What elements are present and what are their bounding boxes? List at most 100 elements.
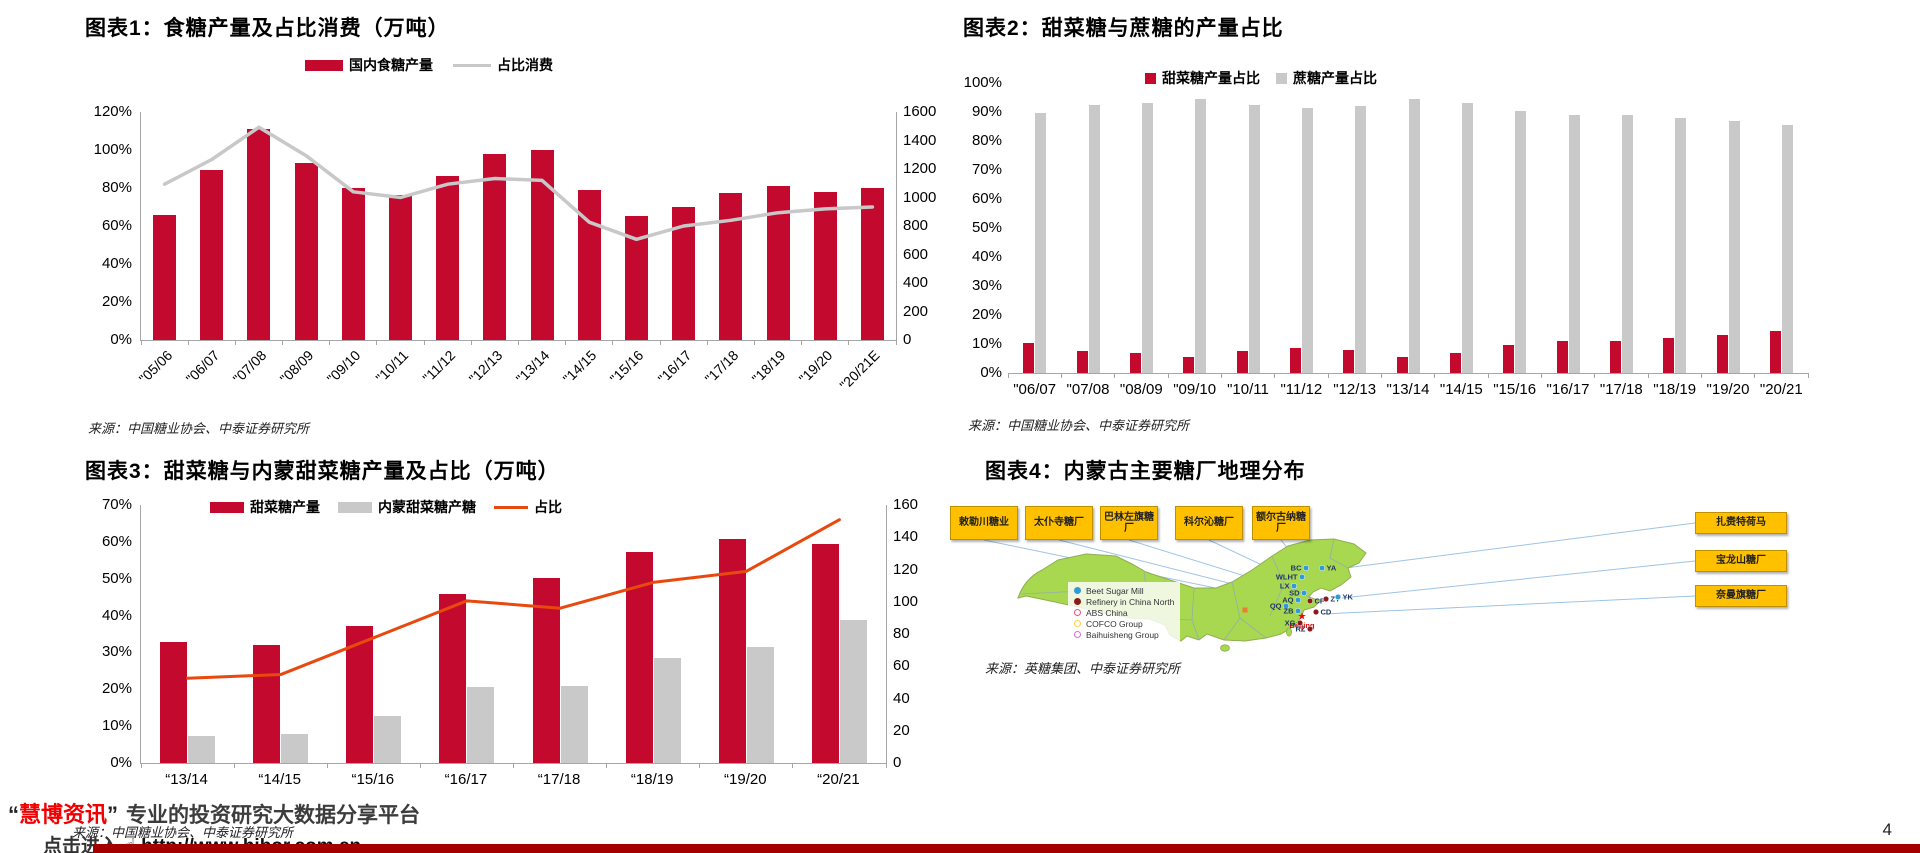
map-legend: Beet Sugar Mill Refinery in China North AB… (1068, 582, 1181, 643)
bar (1076, 351, 1088, 373)
bar (1088, 104, 1100, 373)
bar (483, 154, 507, 340)
left-axis-labels: 100% 90% 80% 70% 60% 50% 40% 30% 20% 10% 0% (960, 75, 1002, 381)
tickmark (612, 340, 614, 345)
bar (1343, 349, 1355, 373)
xlab: "17/18 (701, 347, 742, 387)
figure-3-legend: 甜菜糖产量 内蒙甜菜糖产糖 占比 (210, 497, 562, 517)
map-marker (1306, 625, 1314, 633)
ylab: 20% (101, 680, 132, 698)
map-marker (1294, 596, 1302, 604)
tickmark (187, 340, 189, 345)
bar (1781, 125, 1793, 373)
map-marker (1334, 593, 1342, 601)
xlab: "13/14 (1386, 381, 1430, 398)
map-marker (1318, 564, 1326, 572)
map-legend-item: Baihuisheng Group (1074, 629, 1174, 640)
map-marker (1296, 619, 1304, 627)
xlab: "13/14 (512, 347, 553, 387)
yrlab: 40 (893, 689, 910, 707)
factory-box: 敕勒川糖业 (950, 506, 1018, 540)
bar-swatch (1145, 72, 1156, 84)
map-marker-label: SD (1289, 589, 1300, 598)
xlab: "10/11 (371, 347, 411, 386)
open-dot-icon (1074, 631, 1081, 638)
bar (1183, 357, 1195, 373)
tickmark (1220, 373, 1222, 378)
map-marker-label: ZY (1331, 595, 1341, 604)
xlab: “15/16 (351, 771, 395, 788)
yrlab: 160 (893, 496, 919, 513)
yrlab: 200 (903, 302, 929, 320)
ylab: 80% (101, 179, 132, 196)
legend-label: 蔗糖产量占比 (1293, 70, 1377, 86)
xlab: “16/17 (444, 771, 488, 788)
tickmark (659, 340, 661, 345)
map-marker-label: AQ (1282, 596, 1293, 605)
map-legend-item: Refinery in China North (1074, 596, 1174, 607)
legend-item: 占比消费 (453, 55, 553, 75)
legend-item: 占比 (494, 497, 562, 517)
xlab: "16/17 (654, 347, 694, 387)
map-marker (1312, 608, 1320, 616)
figure-2: 图表2：甜菜糖与蔗糖的产量占比 甜菜糖产量占比 蔗糖产量占比 100% 90% 80… (960, 10, 1880, 440)
page-number: 4 (1882, 820, 1892, 839)
tickmark (1007, 373, 1009, 378)
tickmark (1540, 373, 1542, 378)
x-axis-labels: "06/07 "07/08 "08/09 "09/10 "10/11 "11/12 "12/… (1008, 377, 1808, 399)
bar (530, 150, 554, 340)
legend-label: 国内食糖产量 (349, 57, 433, 73)
watermark: “慧博资讯” 专业的投资研究大数据分享平台 (8, 797, 420, 829)
ylab: 50% (101, 569, 132, 587)
figure-1-title: 图表1：食糖产量及占比消费（万吨） (85, 17, 450, 40)
bar (1396, 357, 1408, 373)
xlab: "15/16 (1493, 381, 1537, 398)
bar (1449, 352, 1461, 373)
figure-1-legend: 国内食糖产量 占比消费 (305, 55, 553, 75)
xlab: "07/08 (1066, 381, 1110, 398)
figure-3-source: 来源：中国糖业协会、中泰证券研究所 (72, 825, 294, 840)
bar (766, 186, 790, 340)
bar (1556, 341, 1568, 373)
map-marker-label: XG (1285, 619, 1296, 628)
bar (1141, 103, 1153, 373)
map-marker-label: RZ (1296, 625, 1306, 634)
china-map-panel: BC YA WLHT LX SD AQ CF ZY YK QQ ZB CD ★ Beijing XG RZ 敕… (940, 498, 1880, 665)
tickmark (1274, 373, 1276, 378)
figure-3: 图表3：甜菜糖与内蒙甜菜糖产量及占比（万吨） 甜菜糖产量 内蒙甜菜糖产糖 占比 … (72, 450, 920, 853)
left-axis-labels: 70% 60% 50% 40% 30% 20% 10% 0% (80, 497, 132, 771)
tickmark (1754, 373, 1756, 378)
ylab: 80% (971, 132, 1002, 149)
plot-area (140, 505, 887, 768)
tickmark (801, 340, 803, 345)
yrlab: 120 (893, 560, 919, 578)
yrlab: 800 (903, 217, 929, 234)
filled-dot-icon (1074, 587, 1081, 594)
tickmark (140, 340, 142, 345)
factory-box: 巴林左旗糖厂 (1100, 506, 1158, 540)
xlab: "08/09 (1119, 381, 1163, 398)
legend-item: 蔗糖产量占比 (1276, 68, 1377, 88)
bar (200, 169, 224, 340)
xlab: "06/07 (182, 347, 223, 387)
legend-label: 占比消费 (497, 57, 553, 73)
factory-box: 额尔古纳糖厂 (1252, 506, 1310, 540)
bar (746, 646, 774, 763)
bar (672, 207, 696, 340)
ylab: 100% (93, 141, 132, 158)
bar-swatch (210, 501, 244, 513)
map-marker (1302, 564, 1310, 572)
ylab: 0% (110, 754, 132, 771)
ylab: 60% (101, 217, 132, 234)
bar (346, 625, 374, 763)
tickmark (1647, 373, 1649, 378)
bar (1769, 330, 1781, 373)
open-dot-icon (1074, 620, 1081, 627)
tickmark (1487, 373, 1489, 378)
ylab: 50% (971, 219, 1002, 236)
map-legend-item: COFCO Group (1074, 618, 1174, 629)
xlab: "18/19 (1653, 381, 1697, 398)
